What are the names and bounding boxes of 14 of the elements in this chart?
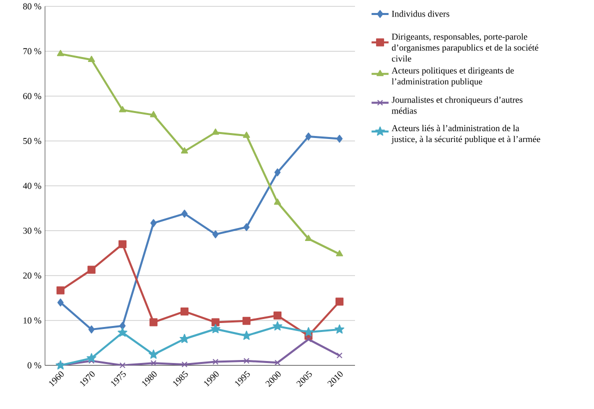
y-tick-label: 60 % — [23, 92, 42, 99]
y-tick-label: 10 % — [24, 317, 42, 324]
y-tick-label: 50 % — [23, 138, 42, 144]
legend-label: Journalistes et chroniqueurs d’autres médias — [392, 96, 522, 114]
legend-label: Acteurs liés à l’administration de la justice, à la sécurité publique et à l’armée — [391, 124, 540, 144]
y-tick-label: 0 % — [28, 362, 42, 368]
y-tick-label: 40 % — [22, 182, 42, 189]
legend-label: Dirigeants, responsables, porte-parole d’organismes parapublics et de la société civile — [392, 33, 538, 62]
y-tick-label: 80 % — [23, 3, 42, 10]
y-tick-label: 20 % — [23, 272, 42, 278]
legend-label: Acteurs politiques et dirigeants de l’administration publique — [392, 67, 514, 86]
legend-label: Individus divers — [392, 10, 450, 17]
y-tick-label: 70 % — [23, 48, 42, 54]
y-tick-label: 30 % — [23, 228, 42, 234]
